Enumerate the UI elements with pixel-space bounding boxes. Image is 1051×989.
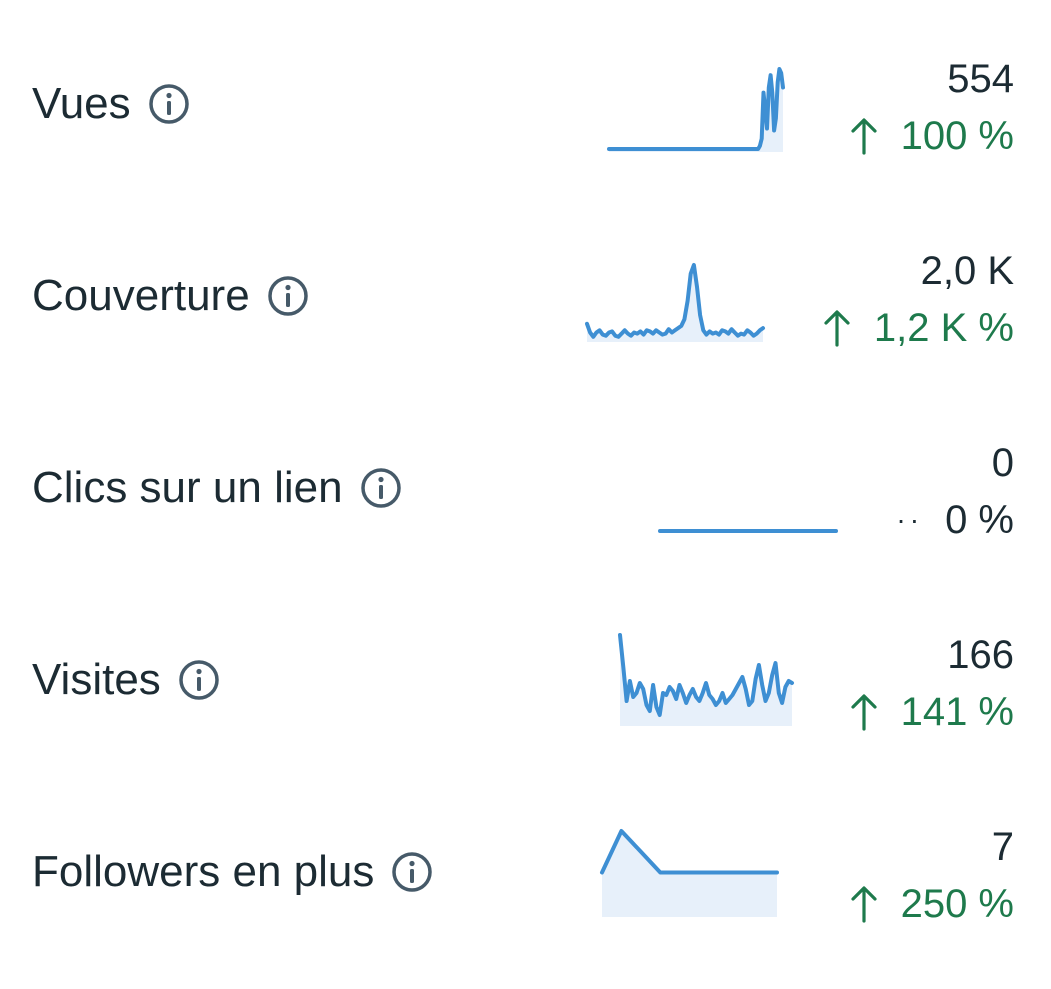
metric-label-group: Vues	[32, 74, 191, 134]
metric-label-group: Followers en plus	[32, 842, 434, 902]
sparkline-chart	[618, 633, 794, 726]
metric-row-vues[interactable]: Vues 554 100 %	[0, 0, 1051, 192]
metric-label: Couverture	[32, 271, 250, 320]
metric-change-value: 0 %	[945, 498, 1014, 542]
metric-label: Clics sur un lien	[32, 463, 343, 512]
arrow-up-icon	[850, 886, 877, 923]
metric-label: Followers en plus	[32, 847, 375, 896]
sparkline-area	[609, 69, 783, 152]
dots-neutral-icon: ··	[896, 504, 924, 535]
arrow-up-icon	[850, 694, 877, 731]
metric-change-value: 1,2 K %	[873, 306, 1014, 350]
sparkline-chart	[607, 67, 785, 152]
info-circle-icon[interactable]	[177, 658, 221, 702]
sparkline-line	[585, 263, 765, 339]
sparkline-chart	[585, 263, 765, 342]
sparkline-chart	[658, 529, 838, 533]
metric-label: Vues	[32, 79, 131, 128]
metric-row-followers[interactable]: Followers en plus 7 250 %	[0, 768, 1051, 960]
metric-label-group: Visites	[32, 650, 221, 710]
arrow-up-icon	[850, 118, 877, 155]
sparkline-line	[618, 633, 794, 717]
info-circle-icon[interactable]	[390, 850, 434, 894]
metric-change: 1,2 K %	[822, 303, 1014, 353]
metric-label: Visites	[32, 655, 161, 704]
sparkline-line	[600, 829, 779, 875]
metric-label-group: Clics sur un lien	[32, 458, 403, 518]
metric-change: 100 %	[849, 111, 1014, 161]
metric-value: 2,0 K	[920, 249, 1014, 293]
metric-change: ·· 0 %	[896, 495, 1014, 545]
metric-change: 250 %	[849, 879, 1014, 929]
metric-value: 166	[947, 633, 1014, 677]
sparkline-chart	[600, 829, 779, 917]
metric-value: 0	[991, 441, 1014, 485]
metric-row-visites[interactable]: Visites 166 141 %	[0, 576, 1051, 768]
metric-change: 141 %	[849, 687, 1014, 737]
metric-label-group: Couverture	[32, 266, 310, 326]
metric-change-value: 141 %	[900, 690, 1014, 734]
metric-value: 554	[947, 57, 1014, 101]
info-circle-icon[interactable]	[266, 274, 310, 318]
sparkline-area	[620, 635, 792, 726]
metric-row-couverture[interactable]: Couverture 2,0 K 1,2 K %	[0, 192, 1051, 384]
sparkline-line	[607, 67, 785, 151]
metric-change-value: 250 %	[900, 882, 1014, 926]
metric-change-value: 100 %	[900, 114, 1014, 158]
metric-value: 7	[991, 825, 1014, 869]
arrow-up-icon	[824, 310, 850, 347]
info-circle-icon[interactable]	[147, 82, 191, 126]
info-circle-icon[interactable]	[359, 466, 403, 510]
metric-row-clics[interactable]: Clics sur un lien 0 ·· 0 %	[0, 384, 1051, 576]
